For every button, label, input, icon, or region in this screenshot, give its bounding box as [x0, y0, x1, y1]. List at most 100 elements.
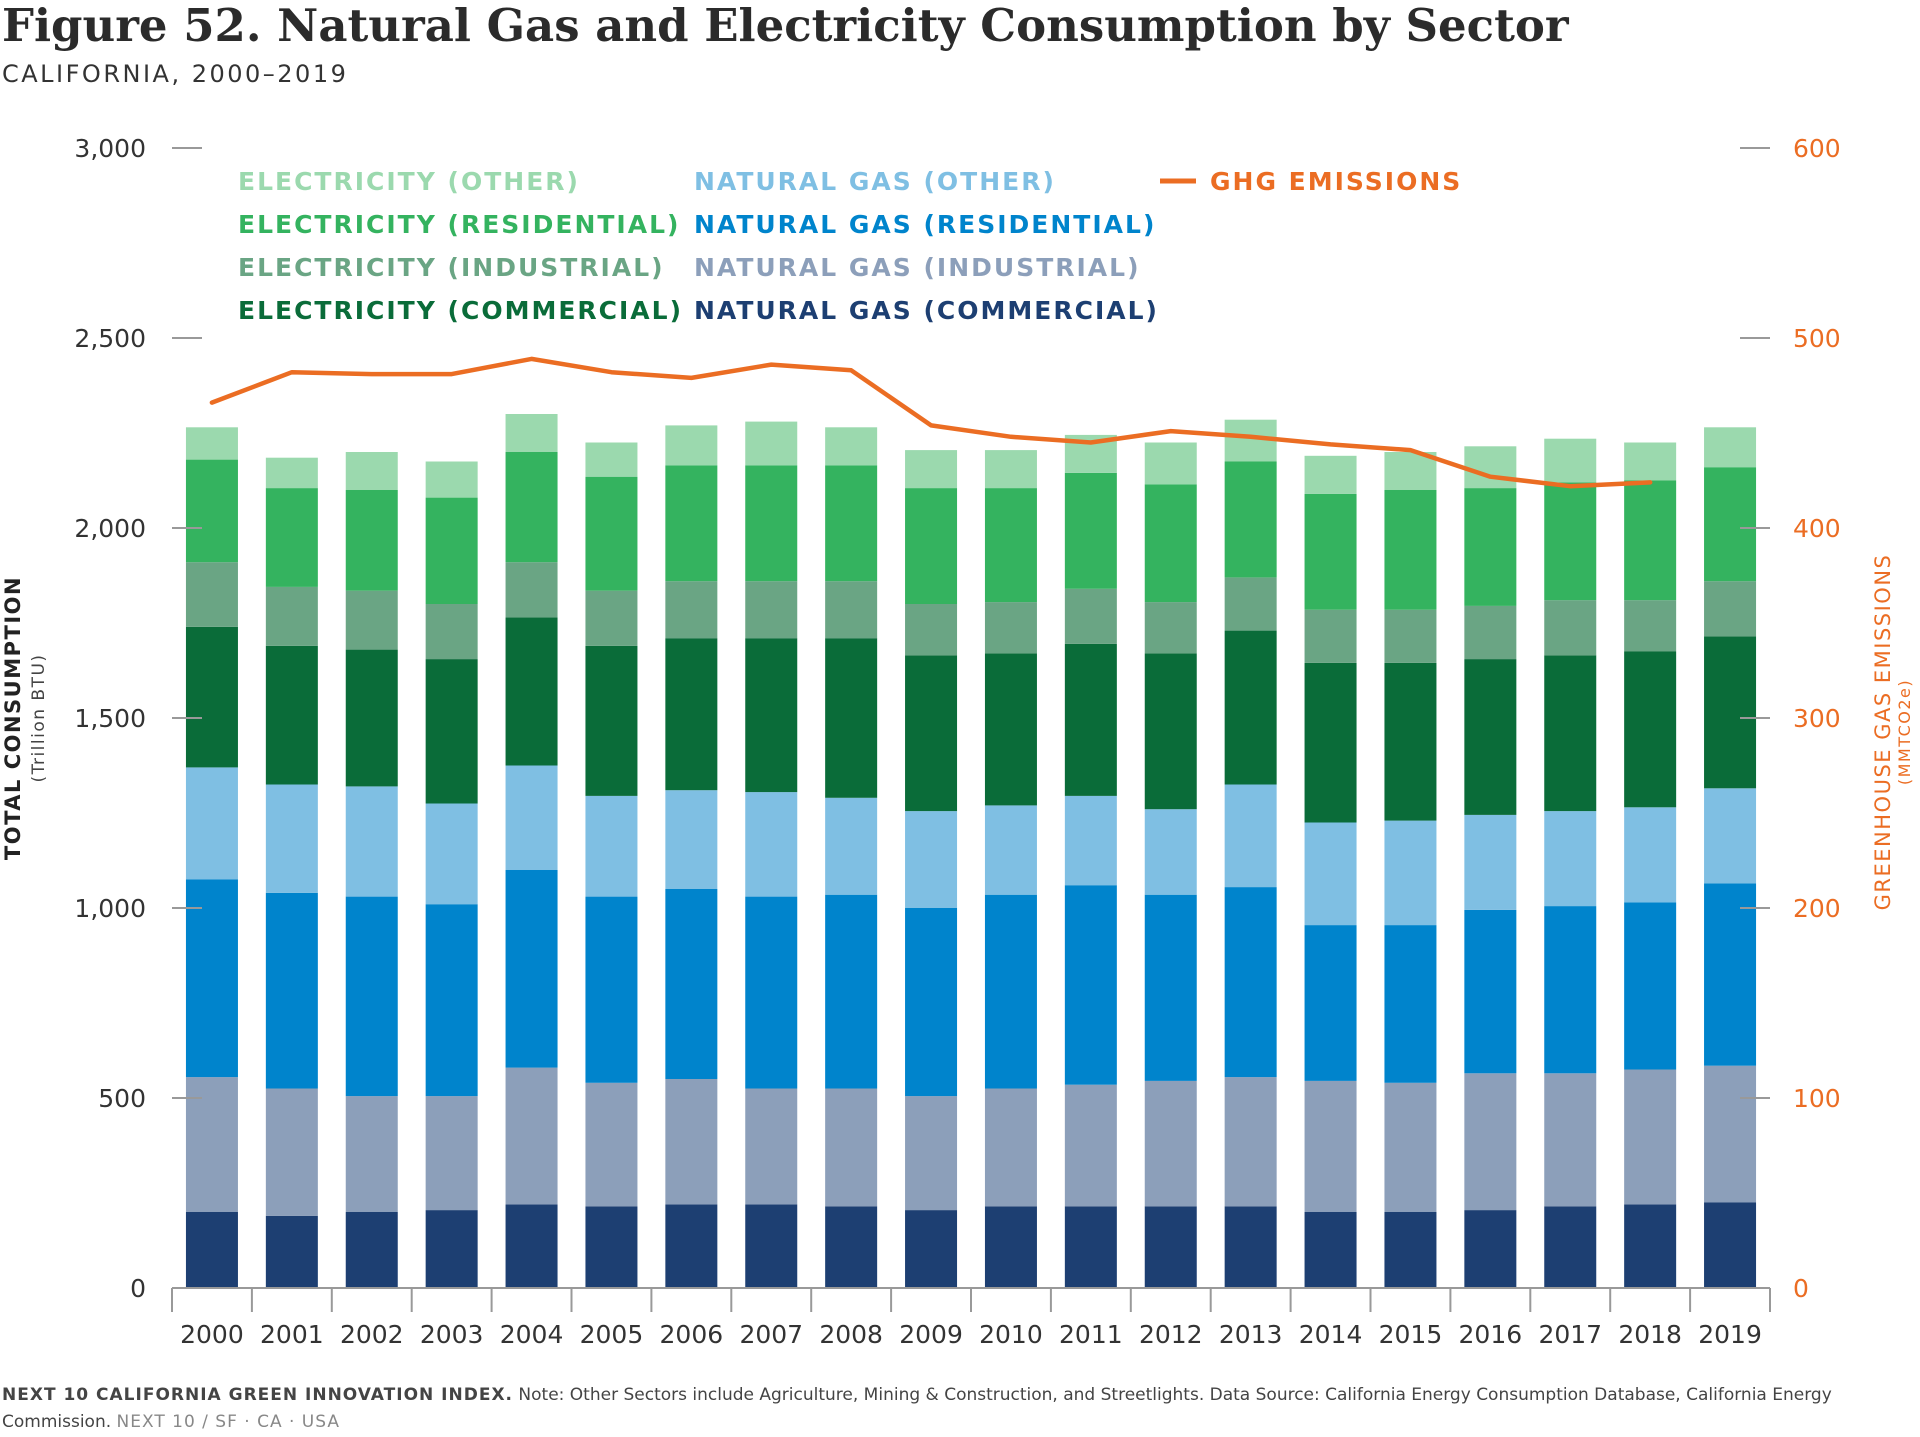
bar-ng_other-2014: [1304, 822, 1357, 926]
bar-ng_commercial-2012: [1144, 1206, 1197, 1288]
bar-ng_other-2003: [425, 803, 478, 905]
bar-el_industrial-2011: [1064, 588, 1117, 644]
bar-ng_residential-2019: [1704, 883, 1757, 1066]
bar-el_other-2010: [984, 450, 1037, 489]
bar-el_commercial-2006: [665, 638, 718, 791]
x-tick-label: 2017: [1538, 1320, 1602, 1349]
x-tick-label: 2016: [1459, 1320, 1523, 1349]
bar-ng_residential-2001: [265, 892, 318, 1089]
ghg-emissions-line: [209, 356, 1653, 489]
bar-ng_industrial-2012: [1144, 1080, 1197, 1207]
footer-note: NEXT 10 CALIFORNIA GREEN INNOVATION INDE…: [2, 1382, 1902, 1436]
bar-el_residential-2008: [825, 465, 878, 582]
chart-area: 2000 2001 2002 2003 2004 2005 2006 2007 2008 2009…: [1, 134, 1914, 1349]
y-axis-title: TOTAL CONSUMPTION: [1, 576, 25, 860]
bar-ng_commercial-2015: [1384, 1212, 1437, 1288]
bar-el_industrial-2002: [345, 590, 398, 650]
x-tick-label: 2008: [819, 1320, 883, 1349]
bar-ng_residential-2003: [425, 904, 478, 1097]
bar-el_other-2006: [665, 425, 718, 466]
x-tick-label: 2007: [739, 1320, 803, 1349]
bar-el_residential-2012: [1144, 484, 1197, 603]
bar-ng_industrial-2006: [665, 1079, 718, 1205]
bar-el_commercial-2004: [505, 617, 558, 766]
bar-ng_residential-2017: [1544, 906, 1597, 1074]
y2-tick-label: 600: [1793, 134, 1841, 163]
bar-el_residential-2017: [1544, 482, 1597, 601]
bar-el_industrial-2018: [1624, 600, 1677, 652]
bar-ng_industrial-2007: [745, 1088, 798, 1205]
bar-ng_residential-2011: [1064, 885, 1117, 1085]
footer-org: NEXT 10 CALIFORNIA GREEN INNOVATION INDE…: [2, 1385, 514, 1405]
bar-el_industrial-2012: [1144, 602, 1197, 654]
bar-ng_commercial-2011: [1064, 1206, 1117, 1288]
ghg-line-layer: [209, 356, 1653, 489]
bar-el_residential-2002: [345, 490, 398, 591]
x-tick-label: 2009: [899, 1320, 963, 1349]
bar-ng_commercial-2010: [984, 1206, 1037, 1288]
bar-el_industrial-2001: [265, 586, 318, 646]
x-tick-label: 2003: [420, 1320, 484, 1349]
bar-ng_other-2000: [185, 767, 238, 880]
bar-ng_other-2008: [825, 797, 878, 895]
bar-el_commercial-2019: [1704, 636, 1757, 789]
bar-ng_other-2004: [505, 765, 558, 870]
bar-el_other-2017: [1544, 438, 1597, 483]
bar-el_residential-2019: [1704, 467, 1757, 582]
bar-layer: [185, 414, 1757, 1288]
bar-el_residential-2016: [1464, 488, 1517, 606]
bar-el_residential-2003: [425, 497, 478, 604]
bar-ng_industrial-2000: [185, 1077, 238, 1212]
bar-el_industrial-2014: [1304, 609, 1357, 663]
y-tick-label: 3,000: [74, 134, 146, 163]
y2-tick-label: 300: [1793, 704, 1841, 733]
bar-el_commercial-2011: [1064, 643, 1117, 796]
bar-ng_industrial-2008: [825, 1088, 878, 1207]
bar-ng_other-2018: [1624, 807, 1677, 903]
bar-ng_commercial-2013: [1224, 1206, 1277, 1288]
x-tick-label: 2010: [979, 1320, 1043, 1349]
bar-el_commercial-2016: [1464, 659, 1517, 815]
chart-subtitle: CALIFORNIA, 2000–2019: [2, 60, 349, 88]
legend-item-natural-gas-residential: NATURAL GAS (RESIDENTIAL): [694, 210, 1156, 239]
bar-el_residential-2011: [1064, 472, 1117, 589]
x-tick-label: 2013: [1219, 1320, 1283, 1349]
bar-ng_residential-2014: [1304, 925, 1357, 1081]
bar-el_residential-2013: [1224, 461, 1277, 578]
y-tick-label: 1,500: [74, 704, 146, 733]
footer-brand: NEXT 10 / SF · CA · USA: [116, 1412, 340, 1432]
bar-el_commercial-2002: [345, 649, 398, 787]
bar-el_industrial-2008: [825, 581, 878, 639]
bar-el_residential-2009: [905, 488, 958, 604]
bar-ng_commercial-2006: [665, 1204, 718, 1288]
x-tick-label: 2011: [1059, 1320, 1123, 1349]
bar-el_residential-2015: [1384, 490, 1437, 610]
bar-ng_industrial-2017: [1544, 1073, 1597, 1207]
bar-ng_other-2009: [905, 811, 958, 908]
bar-ng_residential-2005: [585, 896, 638, 1083]
bar-el_residential-2000: [185, 459, 238, 563]
x-tick-label: 2001: [260, 1320, 324, 1349]
bar-ng_residential-2004: [505, 870, 558, 1068]
bar-el_other-2012: [1144, 442, 1197, 485]
bar-ng_industrial-2016: [1464, 1073, 1517, 1211]
bar-ng_commercial-2001: [265, 1215, 318, 1288]
bar-ng_other-2017: [1544, 811, 1597, 907]
bar-ng_other-2001: [265, 784, 318, 893]
bar-el_industrial-2003: [425, 604, 478, 660]
x-tick-label: 2006: [660, 1320, 724, 1349]
bar-el_other-2019: [1704, 427, 1757, 468]
bar-el_residential-2004: [505, 452, 558, 563]
legend-item-natural-gas-industrial: NATURAL GAS (INDUSTRIAL): [694, 253, 1141, 282]
bar-ng_other-2015: [1384, 820, 1437, 926]
bar-el_other-2008: [825, 427, 878, 466]
legend-item-electricity-residential: ELECTRICITY (RESIDENTIAL): [238, 210, 680, 239]
bar-ng_other-2016: [1464, 814, 1517, 910]
bar-el_commercial-2012: [1144, 653, 1197, 810]
bar-el_commercial-2010: [984, 653, 1037, 806]
bar-el_other-2003: [425, 461, 478, 498]
chart-title: Figure 52. Natural Gas and Electricity C…: [2, 0, 1569, 52]
x-tick-label: 2019: [1698, 1320, 1762, 1349]
bar-el_residential-2005: [585, 476, 638, 591]
y-tick-label: 500: [98, 1084, 146, 1113]
